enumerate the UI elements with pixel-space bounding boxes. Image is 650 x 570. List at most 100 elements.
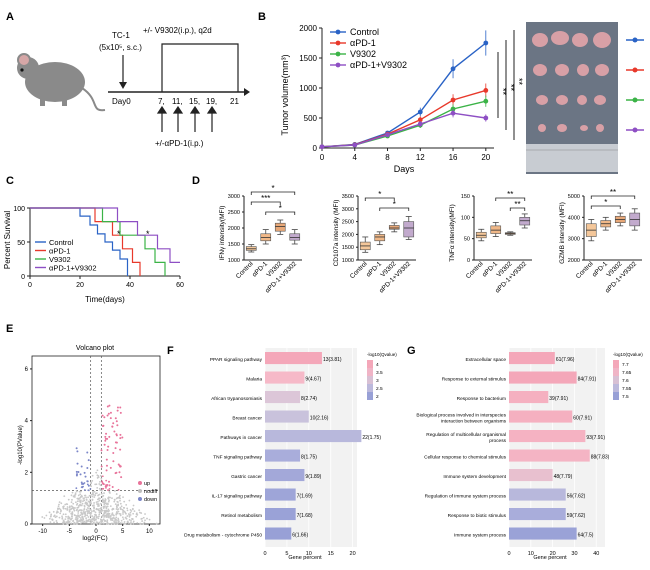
e-point (80, 509, 83, 512)
panel-g-label: G (407, 345, 416, 357)
e-point (105, 506, 108, 509)
e-point (132, 512, 135, 515)
panel-g-svg: G 0 10 20 30 40 61(7.96) Extracellular space 84… (407, 345, 643, 561)
legend-swatch (613, 368, 619, 376)
legend-swatch (367, 392, 373, 400)
b-sig-2: ** (506, 84, 516, 92)
b-xlabel: Days (394, 164, 415, 174)
category-label: Breast cancer (232, 415, 262, 421)
e-point (56, 511, 59, 514)
e-point (59, 510, 62, 513)
e-point (105, 469, 108, 472)
e-point (119, 465, 122, 468)
d-ytick-label: 0 (467, 258, 470, 264)
e-point (113, 500, 116, 503)
e-point (78, 519, 81, 522)
e-point (68, 510, 71, 513)
e-point (77, 471, 80, 474)
d-boxplot: CD107a intensity (MFI) 1000 1500 2000 2500 30… (333, 190, 416, 295)
e-point (51, 519, 54, 521)
e-point (125, 512, 127, 515)
b-point (417, 117, 423, 123)
e-point (102, 522, 105, 525)
d-sig-label: * (378, 190, 381, 199)
e-point (75, 490, 78, 493)
e-point (76, 500, 79, 503)
e-point (106, 448, 109, 451)
e-point (99, 484, 102, 487)
legend-tick: 7.6 (622, 378, 629, 384)
e-point (102, 498, 104, 501)
e-point (107, 445, 110, 448)
e-point (105, 464, 108, 467)
e-point (98, 480, 101, 483)
bar (265, 449, 301, 462)
e-point (90, 485, 93, 487)
e-point (79, 504, 82, 506)
e-point (55, 520, 58, 522)
e-point (93, 504, 95, 507)
bar (509, 469, 553, 482)
e-point (76, 506, 79, 509)
d-box (274, 222, 286, 232)
e-legend-down: down (144, 497, 157, 503)
d-ytick-label: 2000 (228, 226, 240, 232)
category-label: process (489, 438, 506, 444)
bar (265, 352, 322, 365)
panel-c-svg: C Percent Survival Time(days) 0 50 100 0 20 4… (3, 175, 184, 304)
e-point (82, 510, 85, 513)
e-point (110, 518, 112, 521)
e-point (58, 516, 61, 519)
e-point (109, 466, 112, 469)
b-point (417, 109, 423, 115)
e-point (70, 522, 73, 525)
d-box (374, 234, 386, 242)
e-point (65, 503, 68, 505)
e-point (121, 516, 124, 519)
apd1-arrows (156, 105, 218, 132)
e-ytick-label: 0 (25, 522, 29, 528)
e-point (93, 519, 96, 522)
d-box (403, 221, 415, 238)
e-point (93, 507, 95, 510)
e-point (116, 508, 119, 511)
e-point (103, 492, 105, 494)
xtick-label: 15 (328, 551, 334, 557)
e-point (135, 512, 138, 515)
e-point (92, 493, 95, 496)
b-xtick-label: 8 (385, 153, 390, 162)
e-point (119, 437, 122, 440)
category-label: Regulation of immune system process (425, 493, 507, 499)
e-point (121, 522, 123, 525)
bar-value-label: 64(7.5) (578, 532, 594, 538)
e-point (144, 513, 146, 515)
c-ytick-label: 0 (21, 274, 25, 281)
b-point (385, 132, 390, 138)
e-point (119, 499, 121, 502)
panel-e-svg: E Volcano plot -log10(PValue) log2(FC) 0… (6, 323, 161, 542)
e-point (144, 519, 146, 522)
e-point (100, 518, 102, 521)
e-point (79, 522, 82, 525)
bar-value-label: 7(1.69) (297, 493, 313, 499)
e-point (87, 459, 90, 462)
g-legend-title: -log10(Qvalue) (613, 352, 643, 357)
e-point (107, 522, 110, 525)
b-significance (497, 30, 515, 140)
b-legend-marker (335, 29, 341, 35)
e-point (80, 518, 83, 521)
e-point (104, 437, 107, 440)
e-point (139, 522, 142, 525)
e-point (97, 500, 99, 503)
e-point (83, 489, 86, 491)
bar (265, 527, 292, 540)
e-point (95, 483, 98, 486)
e-point (123, 522, 126, 525)
e-point (112, 460, 115, 463)
legend-tick: 2.5 (376, 386, 383, 392)
e-point (155, 522, 158, 525)
e-point (104, 511, 107, 514)
e-point (105, 484, 108, 487)
e-point (64, 513, 67, 516)
e-legend-nodiff: nodiff (144, 489, 158, 495)
